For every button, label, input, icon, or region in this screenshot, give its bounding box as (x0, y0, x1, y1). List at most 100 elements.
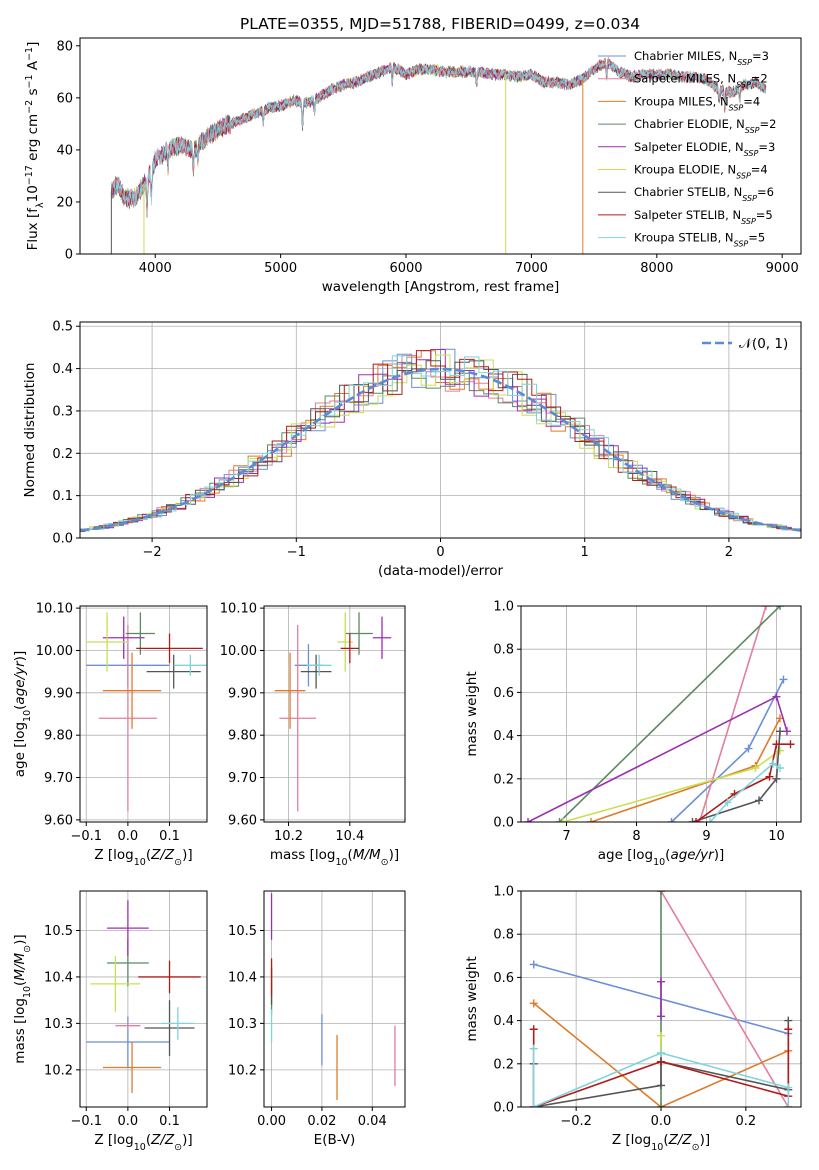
y-tick-label: 10.5 (228, 924, 257, 939)
plot-area (80, 348, 801, 538)
x-axis-label-part: ( (663, 1132, 668, 1148)
axes-frame (263, 890, 406, 1108)
x-tick-label: 0.0 (651, 1114, 672, 1129)
y-axis-label-part: −1 (24, 47, 35, 61)
legend-text: Kroupa STELIB, N (634, 231, 734, 245)
y-tick-label: 0.2 (52, 447, 73, 462)
weight-marker-7 (692, 818, 700, 822)
legend-entry-3: Chabrier ELODIE, NSSP=2 (634, 117, 776, 135)
weight-marker-0 (529, 960, 538, 969)
weight-marker-4 (657, 1012, 665, 1021)
x-axis-label-part: ( (146, 847, 151, 863)
y-tick-label: 0.5 (52, 320, 73, 335)
plot-area (86, 900, 201, 1094)
overlay: 10.2 10.4 9.60 9.70 9.80 9.90 10.00 10.10 mass [… (220, 602, 406, 868)
x-axis-label-part: ⊙ (174, 857, 182, 868)
weight-marker-6 (772, 774, 781, 783)
weight-marker-4 (783, 727, 791, 736)
y-axis-label-part: ⊙ (22, 945, 33, 953)
x-tick-label: 0.1 (159, 829, 180, 844)
weight-marker-5 (751, 764, 760, 772)
weight-marker-2 (529, 999, 538, 1008)
y-tick-label: 0.1 (52, 489, 73, 504)
x-tick-label: 8000 (640, 261, 673, 276)
mass-vs-metallicity-panel: −0.1 0.0 0.110.210.310.410.5Z [log10(Z/Z⊙)… (12, 890, 208, 1153)
weight-marker-6 (776, 727, 784, 736)
weight-marker-5 (776, 746, 784, 755)
legend-entry-4: Salpeter ELODIE, NSSP=3 (634, 140, 775, 158)
x-axis-label-part: ⊙ (692, 1142, 700, 1153)
weight-marker-8 (723, 798, 732, 807)
weight-marker-7 (765, 772, 774, 781)
x-axis-label-part: age/yr (670, 847, 715, 863)
weight-marker-7 (772, 740, 781, 749)
y-axis-label: Normed distribution (22, 363, 38, 498)
weight-marker-7 (784, 1025, 793, 1034)
legend-text: Salpeter MILES, N (634, 72, 736, 86)
plot-area (274, 612, 392, 812)
x-tick-label: 6000 (389, 261, 422, 276)
weight-marker-8 (769, 759, 777, 768)
y-tick-label: 10.2 (228, 1063, 257, 1078)
legend-tail: =3 (752, 49, 769, 63)
x-axis-label-part: ⊙ (174, 1142, 182, 1153)
y-tick-label: 9.80 (228, 729, 257, 744)
weight-marker-7 (529, 1025, 538, 1034)
x-axis-label-part: ⊙ (381, 857, 389, 868)
y-tick-label: 10.4 (228, 970, 257, 985)
axes-frame (79, 605, 208, 823)
x-axis-label: (data-model)/error (378, 563, 504, 579)
y-axis-label: age [log10(age/yr)] (12, 651, 33, 777)
weight-marker-8 (657, 1049, 665, 1057)
spectrum-line-8 (111, 59, 767, 207)
y-axis-label-part: mass [log (12, 998, 28, 1064)
x-axis-label-part: )] (714, 847, 725, 863)
overlay: −0.1 0.0 0.110.210.310.410.5Z [log10(Z/Z⊙)… (12, 890, 208, 1153)
x-axis-label-part: ( (348, 847, 353, 863)
weight-marker-7 (657, 1057, 665, 1066)
overlay: −0.1 0.0 0.1 9.60 9.70 9.80 9.90 10.00 10.10 Z [l… (12, 602, 208, 868)
age-vs-mass-panel: 10.2 10.4 9.60 9.70 9.80 9.90 10.00 10.10 mass [… (220, 602, 406, 868)
axes-frame (79, 37, 802, 255)
axes-frame (263, 605, 406, 823)
x-axis-label: E(B-V) (314, 1132, 356, 1148)
weight-marker-0 (744, 744, 753, 753)
legend-sub: SSP (736, 171, 751, 180)
x-tick-label: 0.0 (118, 1114, 139, 1129)
x-tick-label: 0.0 (118, 829, 139, 844)
x-tick-label: 5000 (264, 261, 297, 276)
overlay: 4000 5000 6000 7000 8000 9000 0 20 40 60 80 wavelen… (24, 37, 802, 295)
weight-marker-3 (657, 1103, 665, 1107)
weight-marker-5 (559, 818, 567, 822)
x-tick-label: 9000 (766, 261, 799, 276)
x-axis-label-part: E(B-V) (314, 1132, 356, 1148)
legend-text: Kroupa MILES, N (634, 94, 729, 108)
legend-entry-7: Salpeter STELIB, NSSP=5 (634, 208, 773, 226)
plot-area (270, 893, 396, 1101)
y-axis-label-part: erg cm (25, 114, 41, 165)
y-tick-label: 0.0 (493, 816, 514, 831)
legend-entry-2: Kroupa MILES, NSSP=4 (634, 94, 760, 112)
plot-area (524, 606, 795, 822)
overlay: 0.00 0.02 0.04 10.2 10.3 10.4 10.5 E(B-V) (228, 890, 406, 1148)
x-tick-label: 0.04 (358, 1114, 387, 1129)
x-axis-label-part: wavelength [Angstrom, rest frame] (322, 279, 560, 295)
legend-tail: =5 (748, 231, 765, 245)
x-axis-label: Z [log10(Z/Z⊙)] (94, 847, 192, 868)
x-axis-label-part: )] (182, 1132, 193, 1148)
y-tick-label: 9.90 (228, 686, 257, 701)
x-axis-label-part: ( (146, 1132, 151, 1148)
legend-sub: SSP (737, 58, 752, 67)
legend-sub: SSP (729, 103, 744, 112)
weight-marker-4 (657, 977, 665, 986)
y-axis-label-part: A (25, 60, 41, 74)
legend-entry-0: Chabrier MILES, NSSP=3 (634, 49, 769, 67)
y-tick-label: 0 (65, 248, 73, 263)
x-tick-label: 10.4 (335, 829, 364, 844)
weight-marker-3 (555, 818, 564, 822)
y-tick-label: 0.2 (493, 1057, 514, 1072)
overlay: −0.2 0.0 0.2 0.0 0.2 0.4 0.6 0.8 1.0 Z [log10(Z/Z… (464, 885, 802, 1153)
weight-line-6 (692, 731, 781, 822)
x-axis-label-part: 10 (335, 857, 347, 868)
